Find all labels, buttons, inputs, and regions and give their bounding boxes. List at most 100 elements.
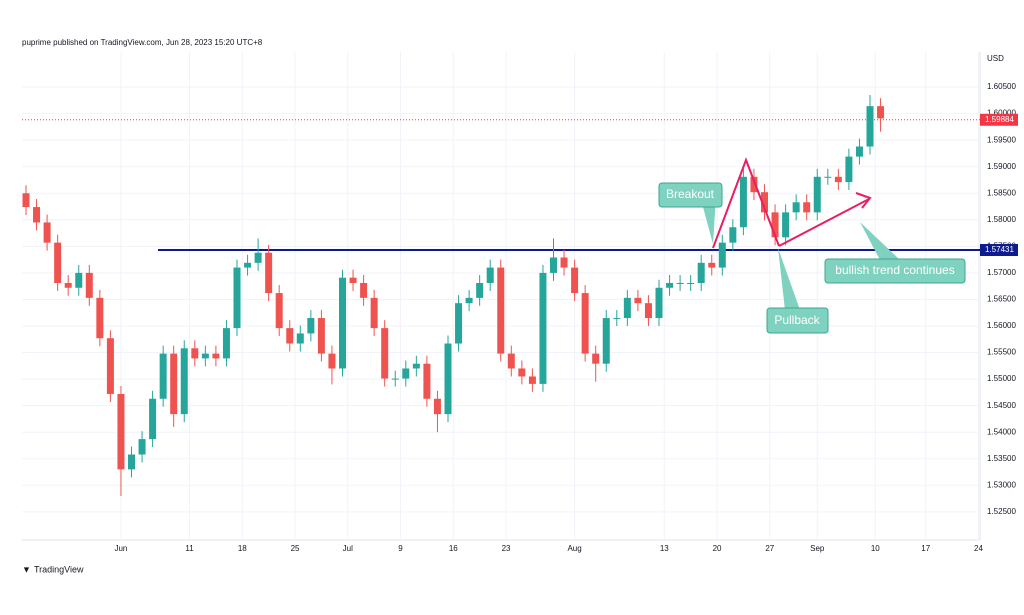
price-label-box (980, 244, 1018, 257)
candle-body (191, 348, 199, 359)
candle-body (149, 398, 157, 440)
grid: 1.52500 1.53000 1.53500 1.54000 1.54500 1.550… (22, 52, 1016, 553)
candle-body (360, 282, 368, 298)
candle-body (560, 257, 568, 268)
candle-body (792, 202, 800, 213)
y-tick-label: 1.54500 (987, 401, 1016, 410)
candle-body (750, 176, 758, 193)
y-tick-label: 1.58500 (987, 188, 1016, 197)
candle-body (476, 282, 484, 298)
y-tick-label: 1.59000 (987, 162, 1016, 171)
y-tick-label: 1.53500 (987, 454, 1016, 463)
x-tick-label: 25 (291, 544, 300, 553)
price-label: 1.57431 (985, 245, 1014, 254)
candle-body (761, 192, 768, 213)
x-tick-label: 24 (974, 544, 983, 553)
x-tick-label: Aug (567, 544, 581, 553)
candle-body (824, 176, 832, 178)
candle-body (602, 318, 610, 364)
candle-body (170, 353, 178, 415)
x-tick-label: 10 (871, 544, 880, 553)
x-tick-label: Sep (810, 544, 825, 553)
y-tick-label: 1.60500 (987, 82, 1016, 91)
y-tick-label: 1.59500 (987, 135, 1016, 144)
candle-body (85, 272, 93, 298)
candle-body (117, 393, 125, 470)
annotation: bullish trend continues (835, 263, 954, 277)
candle-body (254, 252, 262, 263)
y-tick-label: 1.54000 (987, 427, 1016, 436)
candle-body (138, 439, 146, 455)
price-label: 1.59884 (985, 115, 1014, 124)
candle-body (423, 363, 431, 399)
candle-body (644, 303, 652, 319)
x-tick-label: Jul (343, 544, 353, 553)
x-tick-label: 20 (713, 544, 722, 553)
candle-body (328, 353, 336, 369)
header: puprime published on TradingView.com, Ju… (22, 38, 263, 47)
candle-body (486, 267, 494, 283)
candle-body (771, 212, 779, 238)
levels: 1.57431 1.59884 (22, 113, 1018, 257)
candle-body (634, 297, 642, 304)
candle-body (159, 353, 167, 399)
candle-body (708, 262, 716, 268)
candle-body (465, 297, 473, 304)
candle-body (381, 328, 389, 379)
candle-body (813, 176, 821, 213)
candle-body (244, 262, 252, 268)
candle-body (128, 454, 135, 470)
candle-body (317, 318, 325, 354)
y-tick-label: 1.53000 (987, 480, 1016, 489)
candle-body (782, 212, 790, 238)
candle-body (666, 282, 674, 288)
zigzag (712, 157, 780, 249)
y-tick-label: 1.55000 (987, 374, 1016, 383)
y-tick-label: 1.55500 (987, 348, 1016, 357)
candle-body (180, 348, 188, 415)
candle-body (222, 328, 230, 359)
candle-body (106, 338, 114, 394)
candle-body (866, 106, 874, 147)
candle-body (286, 328, 294, 344)
annotation: Pullback (774, 313, 820, 327)
candle-body (845, 156, 853, 183)
x-tick-label: 13 (660, 544, 669, 553)
x-tick-label: Jun (114, 544, 127, 553)
x-tick-label: 17 (921, 544, 930, 553)
arrow-head (855, 192, 872, 209)
x-tick-label: 18 (238, 544, 247, 553)
candle-body (265, 252, 273, 294)
candle-body (54, 242, 62, 283)
candle-body (623, 297, 631, 319)
trend-arrow (778, 198, 870, 247)
annotation: Breakout (666, 187, 715, 201)
candle-body (370, 297, 378, 329)
candle-body (497, 267, 505, 354)
y-tick-label: 1.52500 (987, 507, 1016, 516)
candle-body (718, 242, 726, 268)
candle-body (75, 272, 83, 288)
candle-body (550, 257, 557, 273)
candle-body (687, 282, 695, 284)
callout-box (824, 258, 966, 284)
x-tick-label: 23 (502, 544, 511, 553)
candle-body (739, 176, 747, 228)
candle-body (455, 303, 463, 344)
candle-body (64, 282, 72, 288)
candle-body (697, 262, 705, 283)
y-tick-label: 1.57000 (987, 268, 1016, 277)
candle-body (877, 106, 885, 119)
callouts: Breakout Pullback bullish trend continue… (658, 182, 966, 334)
candle-body (307, 318, 315, 334)
callout-pointer (700, 196, 716, 244)
drawings (712, 157, 872, 249)
candle-body (22, 193, 30, 208)
candle-body (444, 343, 452, 415)
candles (22, 95, 885, 496)
callout-box (766, 307, 829, 334)
y-tick-label: 1.58000 (987, 215, 1016, 224)
candle-body (96, 297, 104, 339)
candle-body (339, 277, 346, 369)
